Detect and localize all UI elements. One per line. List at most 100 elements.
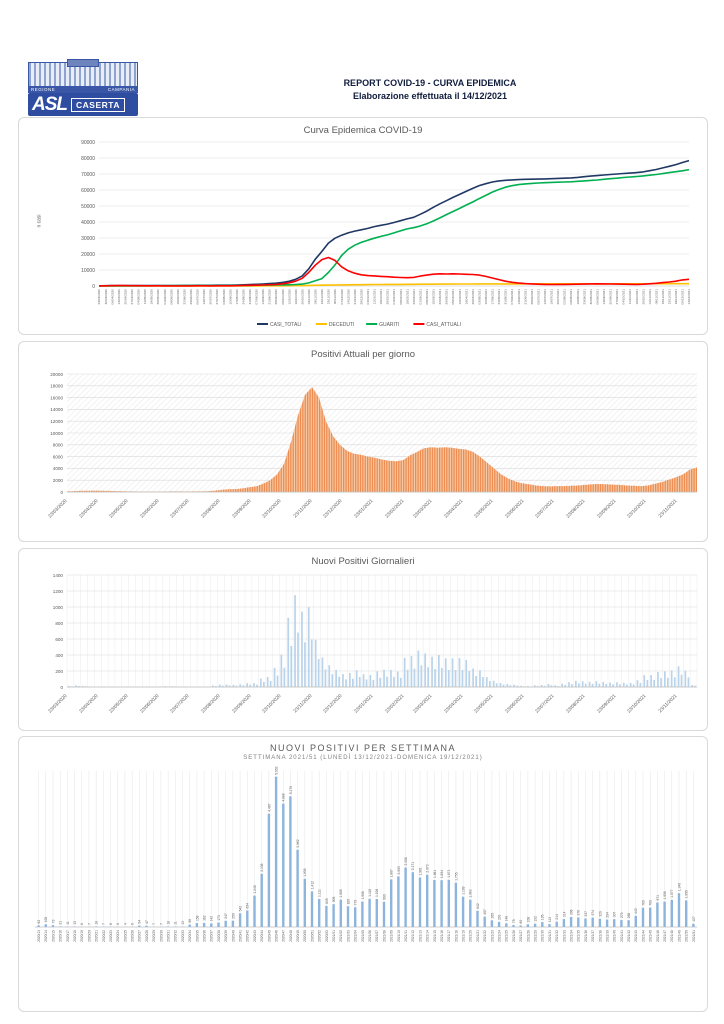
x-axis-date-label: 26/04/2021 [471,289,475,305]
daily-positives-bar [444,658,447,687]
x-axis-week-label: 2020/39 [224,930,228,942]
daily-positives-bar [616,682,618,687]
x-axis-date-label: 18/05/2020 [150,289,154,305]
weekly-positives-bar [663,901,666,927]
daily-positives-bar [263,682,265,687]
daily-positives-bar [294,595,296,687]
chart-card-nuovi-positivi-settimana: NUOVI POSITIVI PER SETTIMANA SETTIMANA 2… [18,736,708,1012]
x-axis-week-label: 2020/24 [116,930,120,942]
weekly-positives-bar [541,922,544,927]
x-axis-date-label: 09/11/2020 [314,289,318,305]
x-axis-date-label: 15/06/2020 [176,289,180,305]
daily-positives-bar [687,677,690,687]
x-axis-date-label: 27/09/2021 [615,289,619,305]
bar-value-label: 835 [325,898,329,904]
x-axis-week-label: 2021/46 [656,930,660,942]
weekly-positives-bar [246,910,249,927]
legend-label: CASI_ATTUALI [426,322,461,328]
weekly-positives-bar [339,899,342,927]
x-axis-week-label: 2020/22 [102,930,106,942]
daily-positives-bar [454,670,457,687]
daily-positives-bar [527,686,529,687]
bar-value-label: 1.108 [375,889,379,897]
daily-positives-bar [543,685,546,687]
daily-positives-bar [273,667,276,687]
x-axis-date-label: 22/03/2021 [438,289,442,305]
x-axis-date-label: 23/06/2020 [139,693,160,714]
chart-card-curva-epidemica: Curva Epidemica COVID-19 n casi 0 10000 20… [18,117,708,335]
daily-positives-bar [276,675,279,687]
x-axis-week-label: 2021/36 [584,930,588,942]
x-axis-week-label: 2020/42 [246,930,250,942]
asl-caserta-logo: REGIONE CAMPANIA ASL CASERTA [28,59,138,116]
daily-positives-bar [372,679,375,687]
legend-label: GUARITI [379,322,399,328]
x-axis-date-label: 24/08/2020 [241,289,245,305]
epidemic-curve-chart: 0 10000 20000 30000 40000 50000 60000 70000 8000… [81,140,691,328]
x-axis-date-label: 14/12/2020 [346,289,350,305]
x-axis-week-label: 2021/32 [555,930,559,942]
x-axis-date-label: 08/03/2021 [425,289,429,305]
x-axis-date-label: 31/08/2020 [248,289,252,305]
x-axis-date-label: 23/09/2021 [596,693,617,714]
x-axis-date-label: 23/04/2021 [443,693,464,714]
report-subtitle-date: Elaborazione effettuata il 14/12/2021 [352,91,508,101]
x-axis-date-label: 23/06/2021 [504,498,525,519]
x-axis-date-label: 22/11/2021 [668,289,672,305]
x-axis-date-label: 25/10/2021 [641,289,645,305]
daily-positives-bar [670,670,673,687]
daily-positives-bar [406,669,409,687]
weekly-positives-bar [44,924,47,927]
x-axis-date-label: 14/09/2020 [261,289,265,305]
x-axis-date-label: 08/06/2020 [169,289,173,305]
x-axis-date-label: 30/03/2020 [104,289,108,305]
daily-positives-bar [424,653,426,687]
daily-positives-bar [598,683,601,687]
x-axis-date-label: 21/06/2021 [523,289,527,305]
weekly-positives-bar [548,924,551,927]
daily-positives-bar [520,685,522,687]
x-axis-date-label: 23/03/2021 [412,498,433,519]
weekly-positives-bar [224,920,227,927]
daily-positives-bar [352,678,354,687]
x-axis-week-label: 2021/35 [577,930,581,942]
bar-value-label: 2.108 [260,863,264,871]
x-axis-date-label: 19/04/2021 [464,289,468,305]
x-axis-date-label: 23/12/2020 [322,693,343,714]
y-axis-tick: 800 [55,621,63,626]
y-axis-tick: 20000 [81,252,95,258]
bar-value-label: 769 [649,900,653,906]
daily-positives-bar [502,684,505,687]
x-axis-week-label: 2021/42 [627,930,631,942]
daily-positives-bar [694,685,697,687]
x-axis-week-label: 2020/20 [87,930,91,942]
x-axis-date-label: 23/07/2020 [169,693,190,714]
x-axis-date-label: 02/08/2021 [563,289,567,305]
chart2-title: Positivi Attuali per giorno [310,349,416,360]
x-axis-date-label: 23/04/2020 [78,498,99,519]
daily-positives-bar [403,657,406,687]
daily-positives-bar [441,668,443,687]
x-axis-date-label: 23/11/2020 [292,498,313,519]
x-axis-week-label: 2020/37 [210,930,214,942]
daily-positives-bar [376,671,379,687]
x-axis-week-label: 2021/28 [526,930,530,942]
x-axis-date-label: 23/12/2020 [322,498,343,519]
daily-positives-bar [342,674,344,687]
bar-value-label: 374 [591,910,595,916]
daily-positives-bar [492,680,495,687]
daily-positives-bar [427,667,429,687]
y-axis-tick: 80000 [81,156,95,162]
x-axis-week-label: 2021/04 [354,930,358,942]
x-axis-date-label: 07/12/2020 [340,289,344,305]
daily-positives-bar [235,685,238,687]
series-line-casi_attuali [99,256,690,287]
x-axis-week-label: 2020/27 [138,930,142,942]
x-axis-date-label: 23/02/2021 [384,693,405,714]
weekly-positives-bar [267,813,271,927]
daily-positives-bar [164,686,166,687]
x-axis-date-label: 23/11/2020 [327,289,331,305]
logo-regione-label: REGIONE [31,87,56,92]
x-axis-date-label: 29/06/2020 [189,289,193,305]
weekly-positives-bar [346,906,350,927]
